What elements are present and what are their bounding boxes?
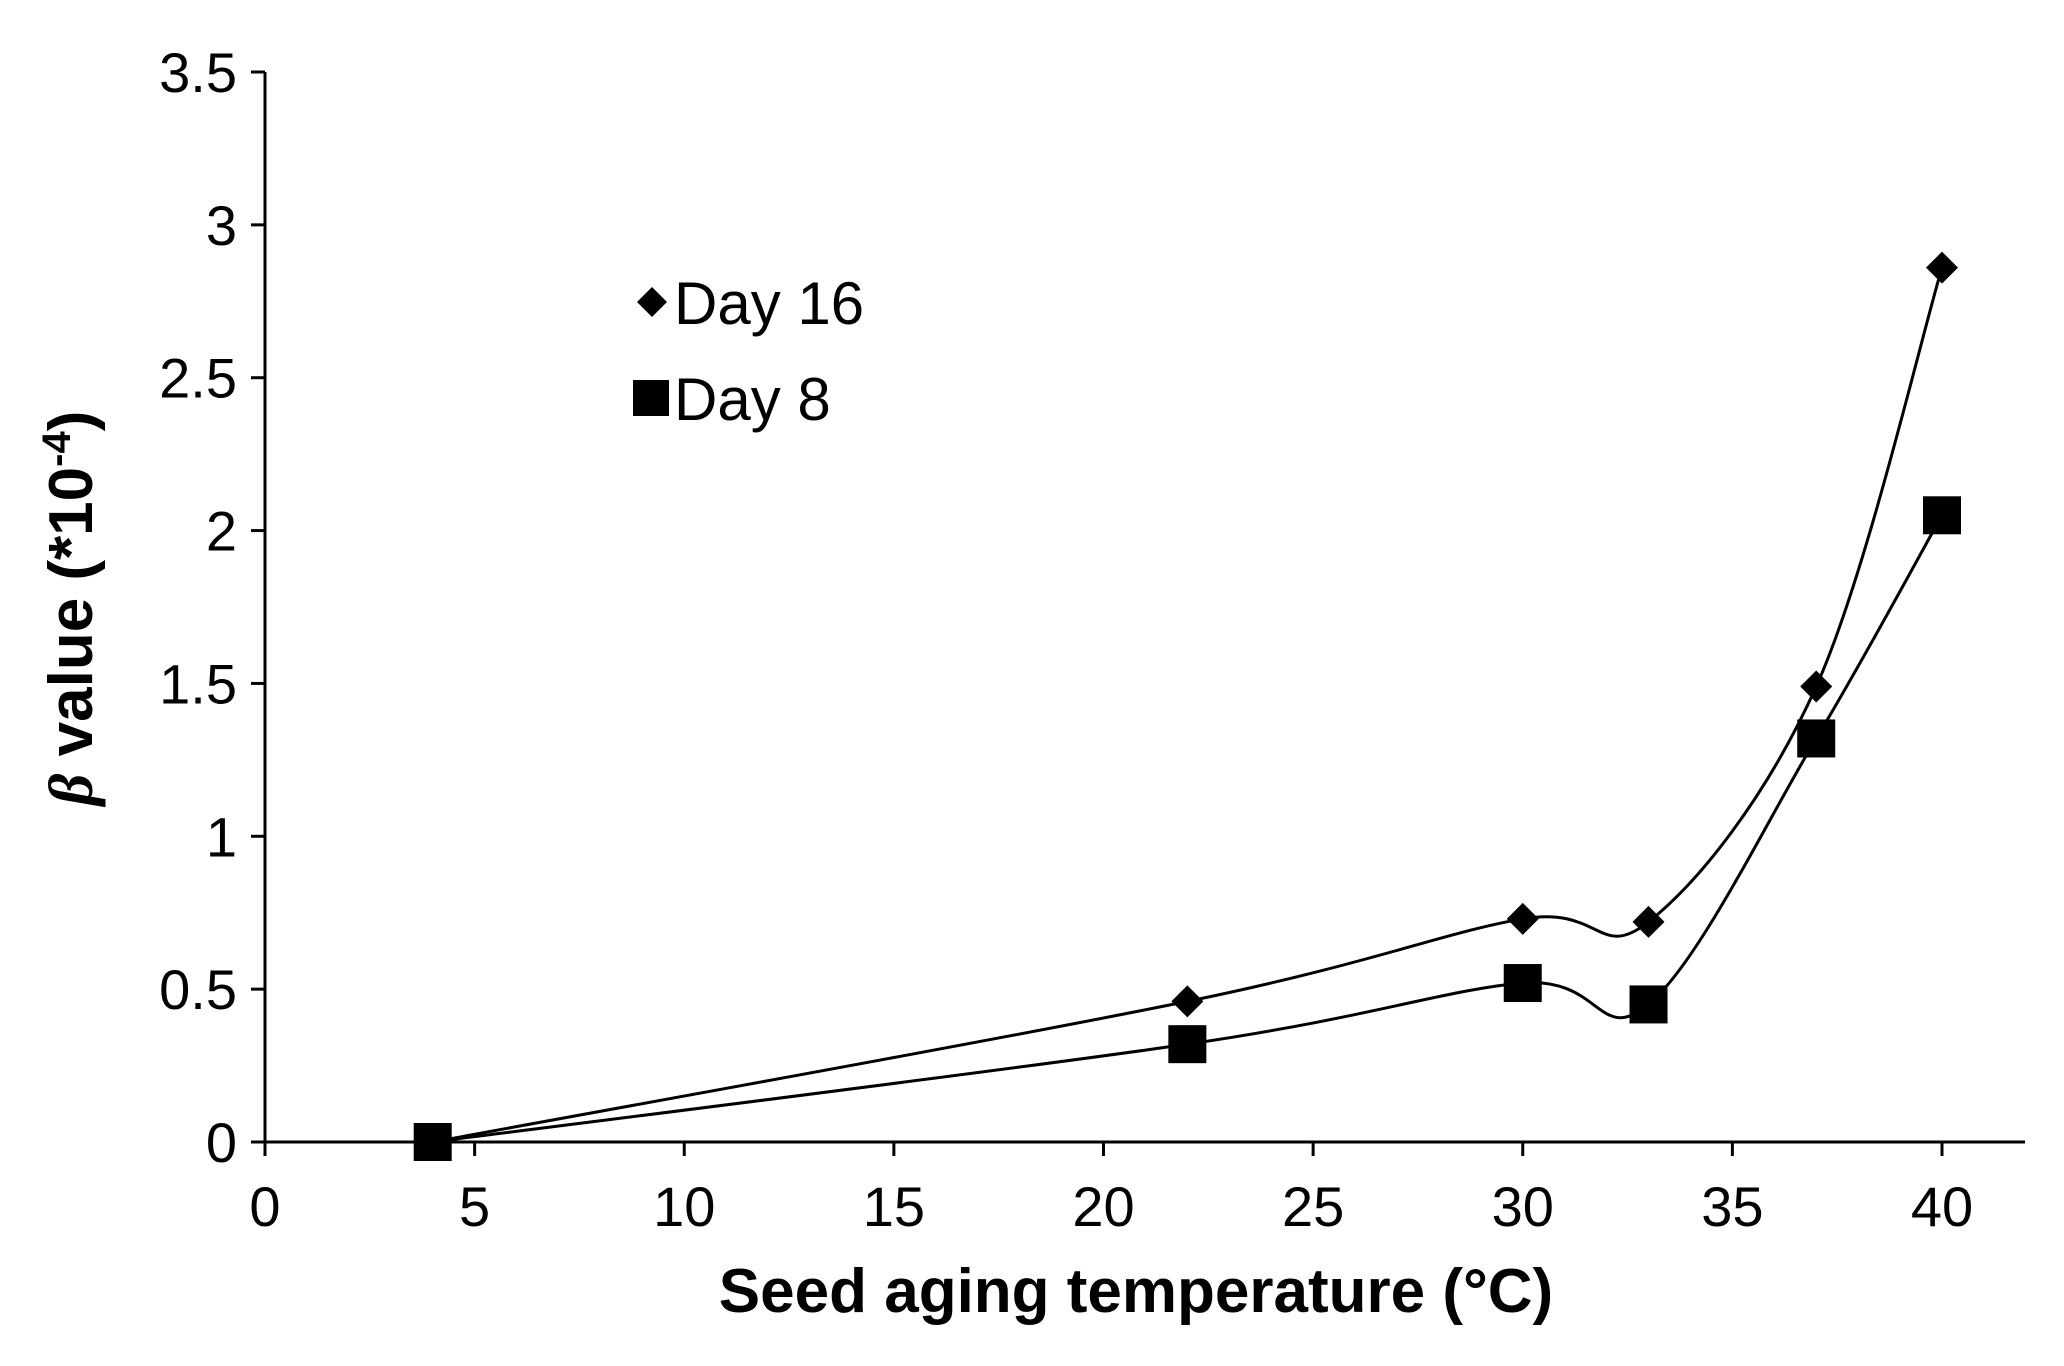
data-point (1926, 251, 1958, 284)
x-tick-label: 0 (249, 1175, 280, 1238)
x-tick-label: 15 (863, 1175, 925, 1238)
legend-marker-day8 (633, 380, 669, 416)
y-tick-label: 2 (206, 500, 237, 563)
x-tick-label: 5 (459, 1175, 490, 1238)
y-axis-title-close: ) (37, 411, 106, 432)
x-tick-label: 35 (1701, 1175, 1763, 1238)
y-axis-title-text: value (*10 (37, 467, 106, 774)
x-tick-label: 30 (1492, 1175, 1554, 1238)
x-tick-label: 20 (1072, 1175, 1134, 1238)
series-layer (413, 251, 1961, 1161)
data-point (1800, 670, 1833, 703)
x-tick-label: 40 (1911, 1175, 1973, 1238)
data-point (1629, 985, 1668, 1024)
x-tick-label: 25 (1282, 1175, 1344, 1238)
x-axis-title: Seed aging temperature (°C) (719, 1257, 1553, 1326)
y-tick-label: 3 (206, 194, 237, 257)
data-point (1171, 985, 1204, 1018)
y-tick-label: 1.5 (159, 652, 237, 715)
data-point (1168, 1025, 1207, 1064)
series-line (432, 267, 1944, 1144)
x-axis-ticks: 0 5 10 15 20 25 30 35 40 (249, 1142, 1973, 1238)
y-axis-title-symbol: β (38, 773, 106, 807)
y-tick-label: 3.5 (159, 41, 237, 104)
y-axis-ticks: 0 0.5 1 1.5 2 2.5 3 3.5 (159, 41, 265, 1174)
legend-label-day16: Day 16 (674, 270, 864, 337)
data-point (1506, 902, 1539, 935)
legend: Day 16 Day 8 (633, 270, 864, 433)
data-point (1797, 719, 1836, 758)
y-tick-label: 1 (206, 805, 237, 868)
y-axis-title: β value (*10-4) (35, 411, 106, 808)
x-tick-label: 10 (653, 1175, 715, 1238)
data-point (1923, 496, 1961, 535)
y-tick-label: 2.5 (159, 347, 237, 410)
y-axis-title-exponent: -4 (35, 431, 79, 467)
legend-label-day8: Day 8 (674, 366, 831, 433)
data-point (1503, 964, 1542, 1003)
series-day-8 (413, 496, 1961, 1161)
y-tick-label: 0 (206, 1111, 237, 1174)
data-point (413, 1123, 452, 1161)
axes (263, 72, 2025, 1144)
legend-marker-day16 (637, 287, 667, 317)
y-tick-label: 0.5 (159, 958, 237, 1021)
data-point (1632, 905, 1665, 938)
